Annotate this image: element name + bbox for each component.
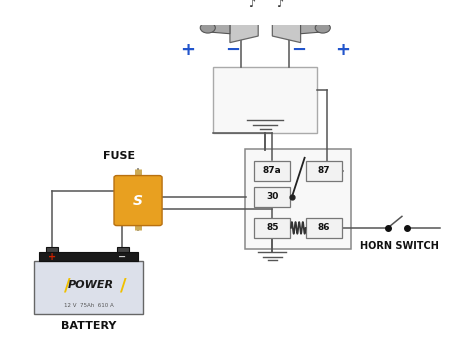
FancyBboxPatch shape xyxy=(254,187,291,207)
Text: 87a: 87a xyxy=(263,166,282,175)
Text: −: − xyxy=(291,41,306,59)
Text: FUSE: FUSE xyxy=(103,151,135,161)
Text: ♪: ♪ xyxy=(247,0,255,9)
Text: 12 V  75Ah  610 A: 12 V 75Ah 610 A xyxy=(64,303,113,308)
FancyBboxPatch shape xyxy=(254,161,291,181)
Bar xyxy=(39,252,138,262)
Text: /: / xyxy=(120,276,127,294)
Text: +: + xyxy=(180,41,195,59)
Text: HORN SWITCH: HORN SWITCH xyxy=(360,241,439,251)
Bar xyxy=(117,247,128,252)
Polygon shape xyxy=(273,13,301,43)
Text: POWER: POWER xyxy=(68,280,114,290)
Circle shape xyxy=(315,22,330,33)
Text: −: − xyxy=(118,252,127,262)
Text: S: S xyxy=(133,193,143,208)
FancyBboxPatch shape xyxy=(306,161,342,181)
Text: −: − xyxy=(225,41,240,59)
Bar xyxy=(213,67,317,133)
Circle shape xyxy=(200,22,215,33)
Text: BATTERY: BATTERY xyxy=(61,321,116,331)
Text: +: + xyxy=(48,252,56,262)
Text: /: / xyxy=(64,276,70,294)
Polygon shape xyxy=(210,22,230,34)
Text: 87: 87 xyxy=(318,166,330,175)
Bar xyxy=(46,247,58,252)
Polygon shape xyxy=(230,13,258,43)
FancyBboxPatch shape xyxy=(114,176,162,225)
Text: +: + xyxy=(336,41,351,59)
Text: 30: 30 xyxy=(266,192,279,201)
FancyBboxPatch shape xyxy=(246,149,351,249)
Text: 85: 85 xyxy=(266,223,279,233)
FancyBboxPatch shape xyxy=(254,218,291,238)
Polygon shape xyxy=(301,22,321,34)
Bar xyxy=(35,262,143,314)
Text: ♪: ♪ xyxy=(276,0,283,9)
Text: 86: 86 xyxy=(318,223,330,233)
FancyBboxPatch shape xyxy=(306,218,342,238)
